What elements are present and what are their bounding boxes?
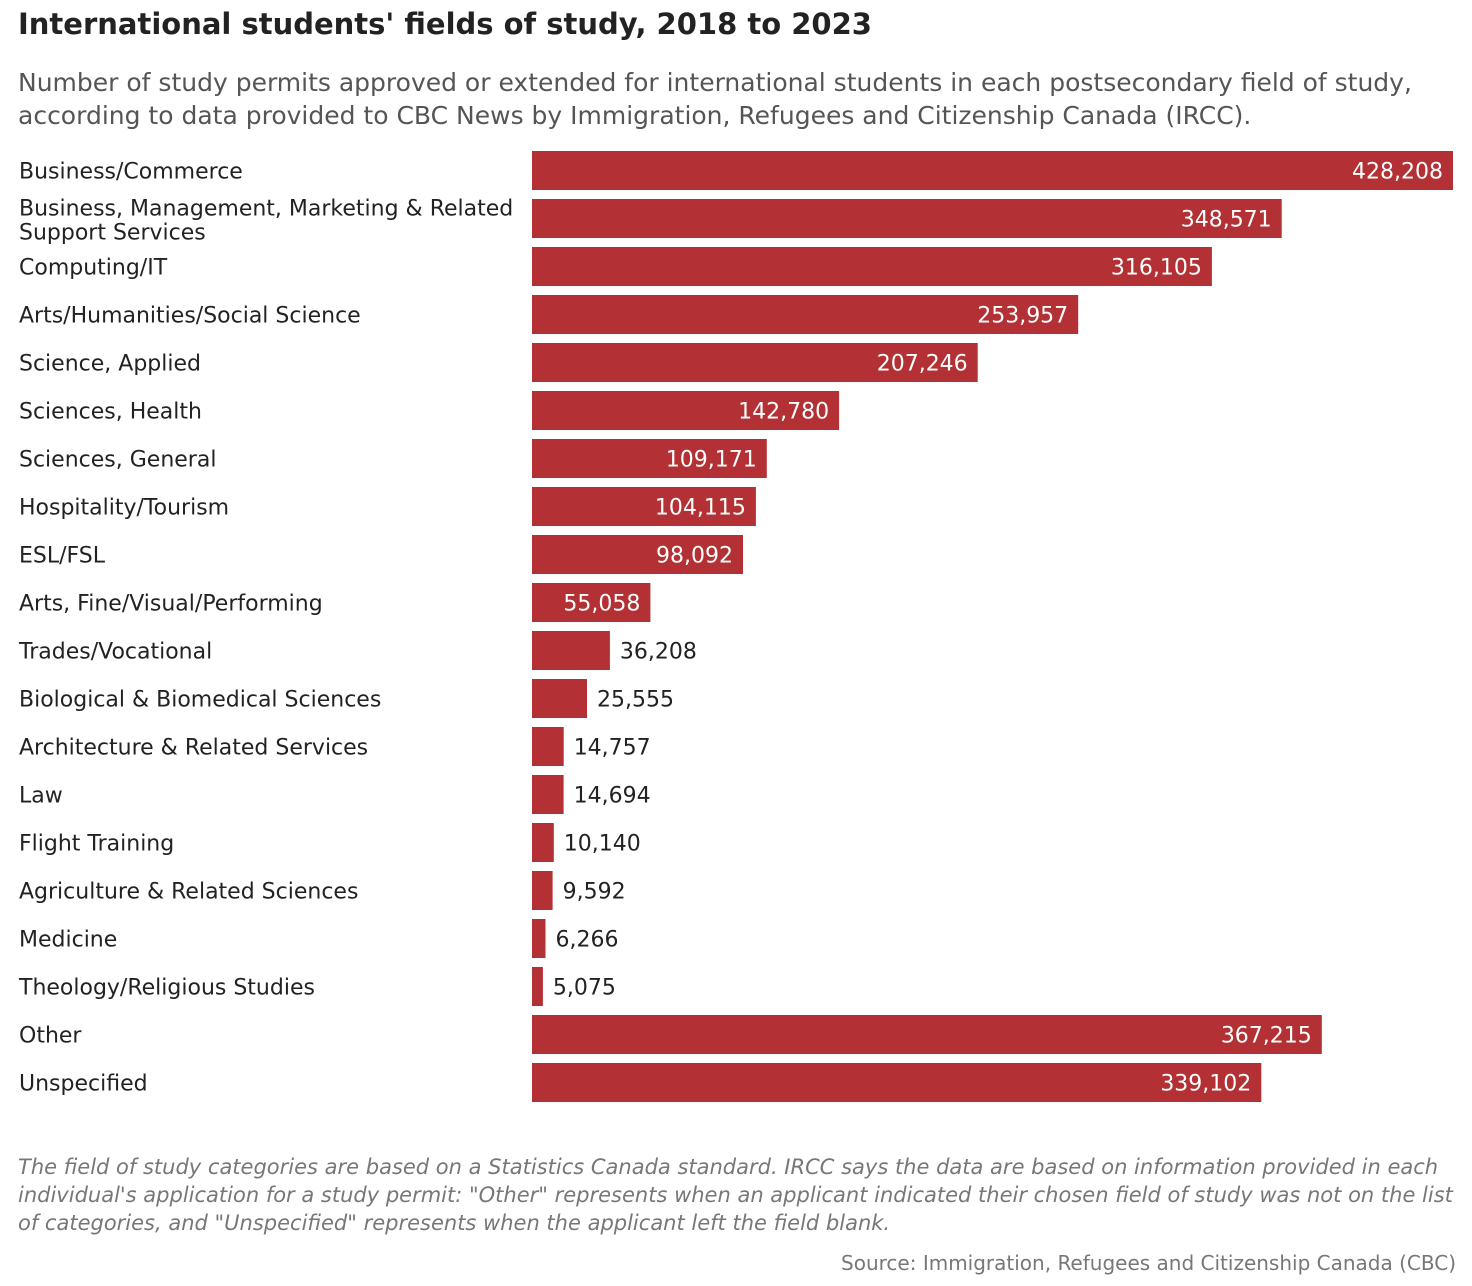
- value-label: 348,571: [1181, 208, 1272, 233]
- bar: [532, 391, 840, 430]
- value-label: 10,140: [564, 832, 641, 857]
- category-label: Hospitality/Tourism: [19, 496, 229, 521]
- bar: [532, 631, 610, 670]
- category-label: Architecture & Related Services: [19, 736, 368, 761]
- category-label: Theology/Religious Studies: [18, 976, 315, 1001]
- bar: [532, 679, 587, 718]
- bar: [532, 967, 543, 1006]
- category-label: Unspecified: [19, 1072, 148, 1097]
- category-label: ESL/FSL: [19, 544, 106, 569]
- bar: [532, 439, 767, 478]
- category-label: Science, Applied: [19, 352, 201, 377]
- chart-subtitle: Number of study permits approved or exte…: [18, 68, 1412, 130]
- category-label: Other: [19, 1024, 82, 1049]
- category-label: Flight Training: [19, 832, 174, 857]
- category-label: Arts, Fine/Visual/Performing: [19, 592, 323, 617]
- category-label: Business, Management, Marketing & Relate…: [19, 197, 513, 246]
- value-label: 142,780: [738, 400, 829, 425]
- bar: [532, 151, 1453, 190]
- value-label: 253,957: [977, 304, 1068, 329]
- category-label: Law: [19, 784, 63, 809]
- category-label: Arts/Humanities/Social Science: [19, 304, 361, 329]
- category-label: Sciences, Health: [19, 400, 202, 425]
- bar: [532, 1063, 1262, 1102]
- category-label: Business/Commerce: [19, 160, 243, 185]
- value-label: 36,208: [620, 640, 697, 665]
- bar: [532, 487, 756, 526]
- bar: [532, 727, 564, 766]
- bar: [532, 583, 651, 622]
- value-label: 316,105: [1111, 256, 1202, 281]
- value-label: 6,266: [556, 928, 619, 953]
- bar-chart: Business/Commerce 428,208 Business, Manage…: [18, 151, 1453, 1102]
- value-label: 9,592: [563, 880, 626, 905]
- category-label: Computing/IT: [19, 256, 168, 281]
- category-label: Agriculture & Related Sciences: [19, 880, 358, 905]
- bar: [532, 775, 564, 814]
- value-label: 104,115: [655, 496, 746, 521]
- category-label: Medicine: [19, 928, 117, 953]
- value-label: 98,092: [656, 544, 733, 569]
- bar: [532, 535, 743, 574]
- value-label: 14,694: [574, 784, 651, 809]
- value-label: 109,171: [666, 448, 757, 473]
- bar: [532, 919, 546, 958]
- value-label: 25,555: [597, 688, 674, 713]
- value-label: 207,246: [877, 352, 968, 377]
- value-label: 14,757: [574, 736, 651, 761]
- value-label: 5,075: [553, 976, 616, 1001]
- bar: [532, 823, 554, 862]
- bar: [532, 343, 978, 382]
- value-label: 339,102: [1160, 1072, 1251, 1097]
- category-label: Biological & Biomedical Sciences: [19, 688, 381, 713]
- value-label: 55,058: [563, 592, 640, 617]
- category-label: Sciences, General: [19, 448, 216, 473]
- value-label: 428,208: [1352, 160, 1443, 185]
- bar: [532, 199, 1282, 238]
- bar: [532, 295, 1079, 334]
- category-label: Trades/Vocational: [18, 640, 212, 665]
- chart-note: The field of study categories are based …: [18, 1155, 1453, 1235]
- chart-title: International students' fields of study,…: [18, 7, 872, 41]
- value-label: 367,215: [1221, 1024, 1312, 1049]
- bar: [532, 247, 1212, 286]
- bar: [532, 871, 553, 910]
- bar: [532, 1015, 1322, 1054]
- chart-source: Source: Immigration, Refugees and Citize…: [841, 1251, 1456, 1275]
